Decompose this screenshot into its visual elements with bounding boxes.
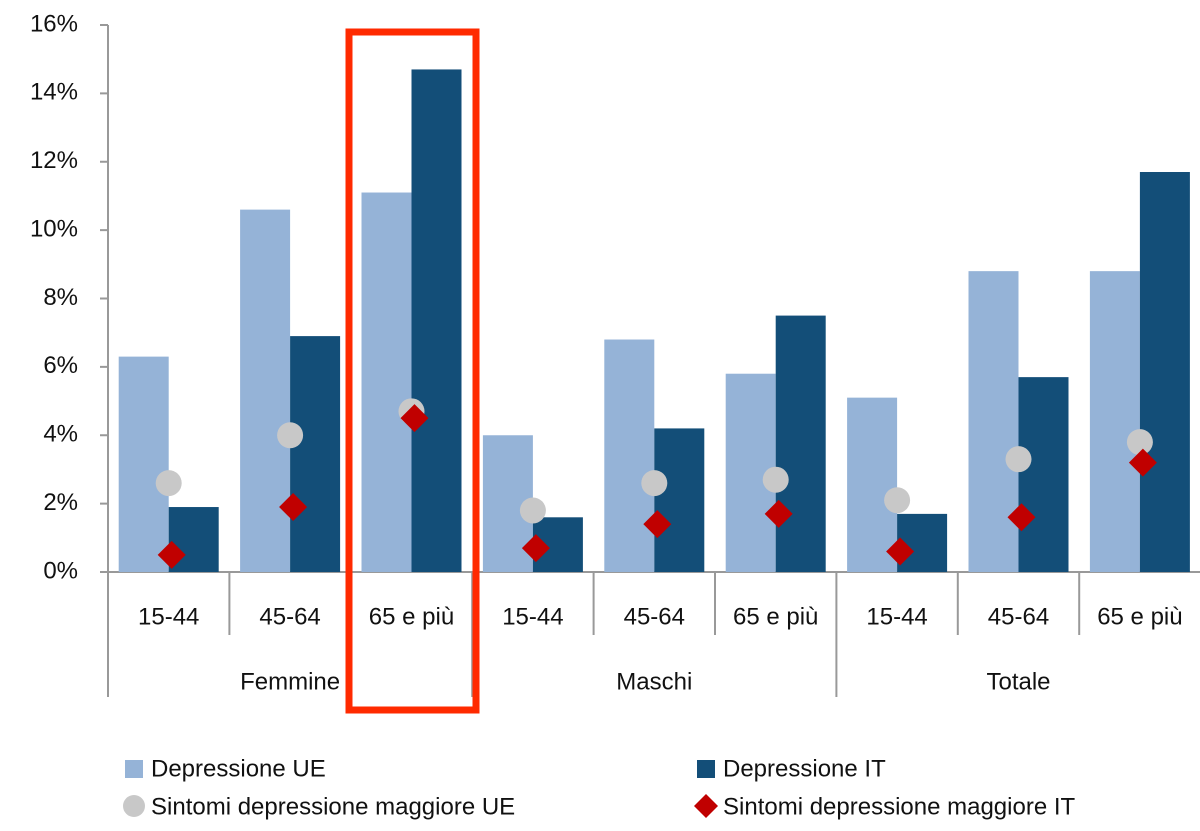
legend-label: Sintomi depressione maggiore IT	[723, 793, 1076, 820]
legend-label: Sintomi depressione maggiore UE	[151, 793, 515, 820]
marker	[155, 470, 182, 497]
y-tick-label: 8%	[43, 284, 78, 311]
y-tick-label: 4%	[43, 421, 78, 448]
x-tick-label: 65 e più	[369, 603, 454, 630]
marker	[1007, 503, 1036, 532]
x-tick-label: 45-64	[259, 603, 320, 630]
y-tick-label: 10%	[30, 215, 78, 242]
bar	[968, 271, 1019, 572]
y-tick-label: 2%	[43, 489, 78, 516]
bar	[654, 428, 705, 572]
marker	[1128, 448, 1157, 477]
marker	[277, 422, 304, 449]
x-tick-label: 15-44	[502, 603, 563, 630]
y-tick-label: 0%	[43, 557, 78, 584]
x-tick-label: 65 e più	[733, 603, 818, 630]
x-tick-label: 65 e più	[1097, 603, 1182, 630]
marker	[1126, 429, 1153, 456]
legend-swatch	[694, 794, 718, 818]
marker	[519, 497, 546, 524]
legend-label: Depressione UE	[151, 755, 326, 782]
marker	[643, 510, 672, 539]
bar	[604, 339, 655, 572]
bar	[361, 192, 412, 573]
bar	[775, 315, 826, 572]
group-label: Maschi	[616, 668, 692, 695]
bar	[1139, 172, 1190, 572]
bar	[290, 336, 341, 572]
bar	[1018, 377, 1069, 572]
y-tick-label: 6%	[43, 352, 78, 379]
y-tick-label: 12%	[30, 147, 78, 174]
x-tick-label: 45-64	[988, 603, 1049, 630]
group-label: Totale	[986, 668, 1050, 695]
bar	[411, 69, 462, 572]
marker	[279, 493, 308, 522]
legend-swatch	[697, 760, 715, 778]
marker	[400, 404, 429, 433]
x-tick-label: 15-44	[866, 603, 927, 630]
bar	[240, 209, 291, 573]
legend-swatch	[125, 760, 143, 778]
x-tick-label: 45-64	[624, 603, 685, 630]
marker	[884, 487, 911, 514]
marker	[764, 499, 793, 528]
y-tick-label: 14%	[30, 79, 78, 106]
legend-label: Depressione IT	[723, 755, 886, 782]
group-label: Femmine	[240, 668, 340, 695]
marker	[521, 534, 550, 563]
bar	[1089, 271, 1140, 572]
legend-swatch	[123, 795, 145, 817]
bar	[847, 397, 898, 572]
marker	[762, 466, 789, 493]
y-tick-label: 16%	[30, 10, 78, 37]
marker	[157, 540, 186, 569]
bar	[118, 356, 169, 572]
x-tick-label: 15-44	[138, 603, 199, 630]
highlight-box	[345, 28, 480, 714]
marker	[1005, 446, 1032, 473]
marker	[886, 537, 915, 566]
marker	[641, 470, 668, 497]
